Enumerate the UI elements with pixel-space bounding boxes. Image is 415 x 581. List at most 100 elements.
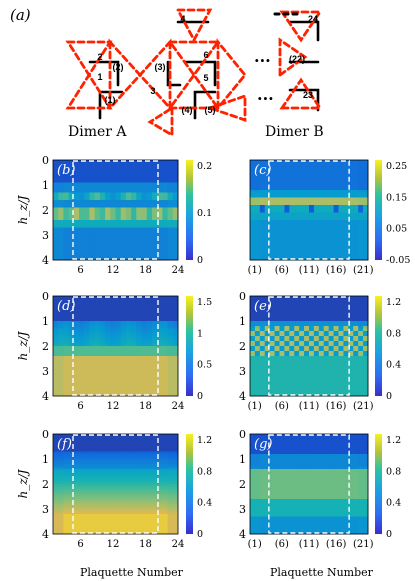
heatmap-cell [105,205,111,208]
heatmap-cell [309,247,315,251]
heatmap-cell [254,328,261,332]
heatmap-cell [115,323,122,327]
heatmap-cell [353,215,359,218]
heatmap-cell [146,373,153,377]
heatmap-cell [338,333,344,337]
heatmap-cell [313,225,320,228]
heatmap-cell [269,373,275,377]
heatmap-cell [73,449,80,452]
heatmap-cell [348,336,354,339]
heatmap-cell [68,451,75,455]
heatmap-cell [120,200,127,203]
heatmap-cell [338,172,344,176]
heatmap-cell [172,316,179,319]
heatmap-cell [63,348,70,352]
heatmap-cell [264,240,271,243]
lattice-num: (4) [182,105,193,115]
heatmap-cell [309,316,315,319]
heatmap-cell [162,323,168,327]
heatmap-cell [279,247,285,251]
y-tick-label: 4 [42,528,49,541]
heatmap-cell [58,316,64,319]
heatmap-cell [313,167,320,171]
heatmap-cell [338,215,344,218]
heatmap-cell [84,383,90,387]
heatmap-cell [318,383,325,387]
heatmap-cell [105,456,111,460]
heatmap-cell [68,501,75,505]
heatmap-cell [358,172,364,176]
heatmap-cell [318,222,325,226]
heatmap-cell [343,336,349,339]
heatmap-cell [299,232,305,236]
heatmap-cell [94,363,101,367]
heatmap-cell [146,481,153,485]
heatmap-cell [259,230,266,233]
heatmap-cell [58,356,64,359]
heatmap-cell [284,318,290,322]
heatmap-cell [269,348,275,352]
heatmap-cell [63,501,70,505]
heatmap-cell [323,336,330,339]
heatmap-cell [89,311,96,314]
heatmap-cell [289,311,295,314]
heatmap-cell [84,461,90,465]
heatmap-cell [125,479,132,482]
heatmap-cell [299,321,305,324]
heatmap-cell [304,222,310,226]
heatmap-cell [318,195,325,198]
heatmap-cell [136,459,142,462]
heatmap-cell [309,351,315,354]
heatmap-cell [99,192,106,196]
heatmap-cell [79,255,85,258]
heatmap-cell [294,391,300,394]
heatmap-cell [328,247,334,251]
heatmap-cell [269,232,275,236]
heatmap-cell [259,303,266,307]
heatmap-cell [343,436,349,440]
heatmap-cell [125,313,132,317]
heatmap-cell [250,393,256,397]
heatmap-cell [348,346,354,349]
heatmap-cell [318,348,325,352]
heatmap-cell [162,180,168,183]
heatmap-cell [343,333,349,337]
heatmap-cell [338,197,344,201]
heatmap-cell [353,162,359,166]
heatmap-cell [338,338,344,342]
heatmap-cell [79,235,85,238]
heatmap-cell [68,328,75,332]
heatmap-cell [141,484,148,487]
heatmap-cell [259,247,266,251]
heatmap-cell [358,368,364,372]
heatmap-cell [151,247,158,251]
heatmap-cell [115,486,122,490]
heatmap-cell [172,301,179,304]
heatmap-cell [110,331,116,334]
heatmap-cell [157,303,163,307]
heatmap-cell [338,298,344,302]
heatmap-cell [172,378,179,382]
heatmap-cell [99,212,106,216]
heatmap-cell [146,391,153,394]
heatmap-cell [125,301,132,304]
heatmap-cell [250,313,256,317]
heatmap-cell [172,215,179,218]
heatmap-cell [58,187,64,191]
heatmap-cell [259,205,266,208]
heatmap-cell [146,306,153,309]
heatmap-cell [353,252,359,256]
heatmap-cell [84,529,90,532]
lattice-num: 23 [303,90,313,100]
heatmap-cell [89,519,96,522]
heatmap-cell [363,308,369,312]
heatmap-cell [323,222,330,226]
heatmap-cell [328,182,334,186]
heatmap-cell [94,217,101,221]
heatmap-cell [294,301,300,304]
heatmap-cell [131,247,137,251]
heatmap-cell [63,496,70,500]
heatmap-cell [63,172,70,176]
heatmap-cell [309,177,315,181]
heatmap-cell [157,215,163,218]
